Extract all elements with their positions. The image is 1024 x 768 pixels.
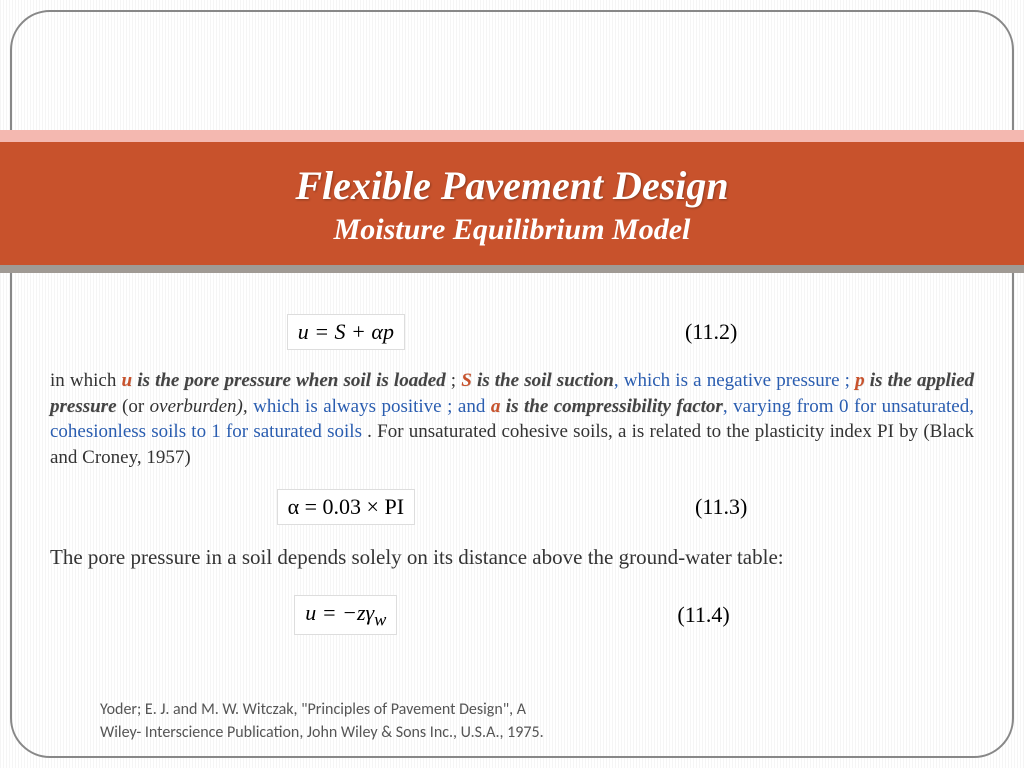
text-run: (or [117, 396, 150, 417]
equation-formula: α = 0.03 × PI [277, 489, 415, 525]
equation-number: (11.3) [695, 494, 747, 520]
citation-line: Wiley- Interscience Publication, John Wi… [100, 722, 924, 744]
title-banner: Flexible Pavement Design Moisture Equili… [0, 130, 1024, 273]
equation-formula: u = S + αp [287, 314, 405, 350]
banner-accent-bottom [0, 265, 1024, 273]
citation-line: Yoder; E. J. and M. W. Witczak, "Princip… [100, 699, 924, 721]
equation-number: (11.4) [677, 602, 729, 628]
variable-u: u [122, 370, 133, 391]
formula-subscript: w [374, 609, 386, 629]
equation-11-2: u = S + αp (11.2) [50, 308, 974, 356]
formula-text: u = −zγ [305, 600, 374, 625]
variable-p: p [855, 370, 865, 391]
variable-a: a [491, 396, 501, 417]
banner-accent-top [0, 130, 1024, 142]
slide-subtitle: Moisture Equilibrium Model [0, 213, 1024, 247]
paragraph-pore-pressure: The pore pressure in a soil depends sole… [50, 543, 974, 571]
equation-number: (11.2) [685, 319, 737, 345]
slide-title: Flexible Pavement Design [0, 162, 1024, 209]
definition-u: is the pore pressure when soil is loaded [132, 370, 446, 391]
text-run: in which [50, 370, 122, 391]
definition-s: is the soil suction [472, 370, 614, 391]
slide-content: u = S + αp (11.2) in which u is the pore… [50, 300, 974, 649]
equation-formula: u = −zγw [294, 595, 397, 635]
text-italic: overburden), [150, 396, 248, 417]
definition-a: is the compressibility factor [500, 396, 723, 417]
equation-11-3: α = 0.03 × PI (11.3) [50, 483, 974, 531]
paragraph-definitions: in which u is the pore pressure when soi… [50, 368, 974, 471]
equation-11-4: u = −zγw (11.4) [50, 589, 974, 641]
text-blue: which is always positive ; and [248, 396, 491, 417]
banner-body: Flexible Pavement Design Moisture Equili… [0, 142, 1024, 265]
citation-footer: Yoder; E. J. and M. W. Witczak, "Princip… [100, 699, 924, 744]
text-blue: , which is a negative pressure ; [614, 370, 855, 391]
variable-s: S [461, 370, 472, 391]
text-run: ; [446, 370, 462, 391]
